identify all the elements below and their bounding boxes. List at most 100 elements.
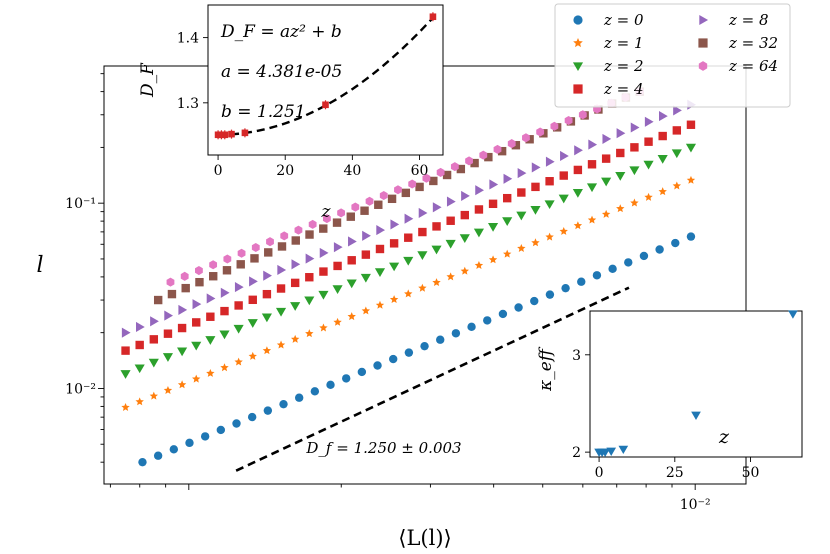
data-point bbox=[507, 139, 516, 149]
data-point bbox=[643, 160, 654, 170]
data-point bbox=[465, 156, 473, 166]
data-point bbox=[615, 172, 626, 181]
data-point bbox=[685, 143, 697, 153]
data-point bbox=[275, 307, 287, 317]
data-point bbox=[277, 242, 287, 251]
data-point bbox=[559, 171, 568, 180]
inset-df-ticks: 0 20 40 60 1.3 1.4 bbox=[177, 31, 429, 179]
data-point bbox=[686, 232, 696, 241]
data-point bbox=[536, 127, 545, 137]
data-point bbox=[333, 261, 342, 271]
data-point bbox=[630, 122, 640, 133]
data-point bbox=[319, 247, 329, 258]
series-3 bbox=[120, 143, 697, 379]
legend-marker bbox=[572, 62, 584, 72]
data-point bbox=[357, 367, 367, 377]
data-point bbox=[248, 351, 257, 360]
inset-df-xtick-label: 0 bbox=[214, 163, 223, 179]
inset-kappa-ylabel: κ_eff bbox=[536, 346, 556, 392]
data-point bbox=[266, 237, 274, 247]
data-point bbox=[408, 179, 417, 189]
inset-kappa-point bbox=[691, 411, 701, 420]
data-point bbox=[249, 276, 258, 287]
inset-df-xtick-label: 60 bbox=[411, 163, 429, 179]
data-point bbox=[460, 210, 469, 220]
inset-df-xlabel: z bbox=[321, 202, 332, 222]
inset-kappa-ytick-label: 2 bbox=[572, 445, 581, 461]
data-point bbox=[237, 248, 246, 258]
data-point bbox=[672, 181, 682, 190]
legend-label: z = 4 bbox=[603, 80, 644, 98]
inset-df-point bbox=[241, 129, 249, 137]
legend-entry: z = 8 bbox=[699, 11, 769, 29]
data-point bbox=[655, 245, 664, 254]
data-point bbox=[502, 193, 512, 203]
data-point bbox=[544, 200, 555, 210]
data-point bbox=[503, 249, 512, 258]
data-point bbox=[251, 242, 260, 252]
data-point bbox=[530, 296, 539, 306]
data-point bbox=[415, 182, 424, 192]
data-point bbox=[248, 295, 257, 305]
data-point bbox=[483, 316, 492, 325]
data-point bbox=[134, 364, 145, 374]
data-point bbox=[644, 192, 653, 201]
data-point bbox=[234, 282, 244, 293]
data-point bbox=[319, 267, 328, 276]
data-point bbox=[346, 279, 357, 289]
data-point bbox=[588, 139, 598, 150]
data-point bbox=[639, 251, 649, 261]
data-point bbox=[418, 283, 427, 292]
inset-kappa-xtick-label: 0 bbox=[595, 465, 604, 481]
data-point bbox=[209, 260, 218, 270]
legend-marker bbox=[573, 37, 583, 48]
data-point bbox=[166, 277, 175, 287]
data-point bbox=[573, 221, 583, 230]
data-point bbox=[686, 175, 696, 184]
legend-marker bbox=[698, 38, 708, 48]
data-point bbox=[185, 438, 194, 448]
data-point bbox=[263, 406, 273, 415]
inset-kappa-ytick-label: 3 bbox=[572, 348, 581, 364]
data-point bbox=[671, 149, 682, 159]
data-point bbox=[360, 273, 371, 283]
data-point bbox=[502, 217, 513, 227]
data-point bbox=[545, 156, 555, 167]
data-point bbox=[545, 177, 554, 186]
data-point bbox=[234, 357, 243, 366]
data-point bbox=[277, 264, 287, 276]
data-point bbox=[135, 340, 144, 350]
inset-df-param-a: a = 4.381e-05 bbox=[221, 62, 342, 82]
data-point bbox=[167, 289, 177, 299]
data-point bbox=[446, 272, 455, 281]
inset-df-formula: D_F = az² + b bbox=[220, 22, 342, 42]
data-point bbox=[379, 191, 388, 201]
data-point bbox=[148, 358, 159, 368]
data-point bbox=[531, 182, 540, 192]
legend: z = 0 z = 1 z = 2 z = 4 z = 8 z = 32 z = 64 bbox=[554, 3, 791, 108]
data-point bbox=[564, 115, 573, 125]
data-point bbox=[592, 271, 602, 280]
data-point bbox=[247, 319, 258, 328]
data-point bbox=[220, 287, 230, 298]
data-point bbox=[290, 302, 301, 311]
inset-df-xtick-label: 40 bbox=[343, 163, 361, 179]
data-point bbox=[232, 419, 241, 428]
data-point bbox=[319, 224, 328, 233]
data-point bbox=[247, 412, 257, 422]
data-point bbox=[291, 236, 300, 245]
data-point bbox=[153, 295, 163, 305]
data-point bbox=[374, 268, 386, 277]
data-point bbox=[374, 200, 383, 209]
data-point bbox=[511, 141, 521, 150]
data-point bbox=[216, 425, 226, 435]
data-point bbox=[305, 230, 314, 239]
data-point bbox=[586, 183, 598, 193]
data-point bbox=[220, 363, 229, 372]
data-point bbox=[261, 313, 272, 323]
data-point bbox=[192, 318, 201, 327]
data-point bbox=[305, 329, 314, 338]
legend-entry: z = 64 bbox=[698, 57, 778, 75]
data-point bbox=[376, 225, 386, 236]
